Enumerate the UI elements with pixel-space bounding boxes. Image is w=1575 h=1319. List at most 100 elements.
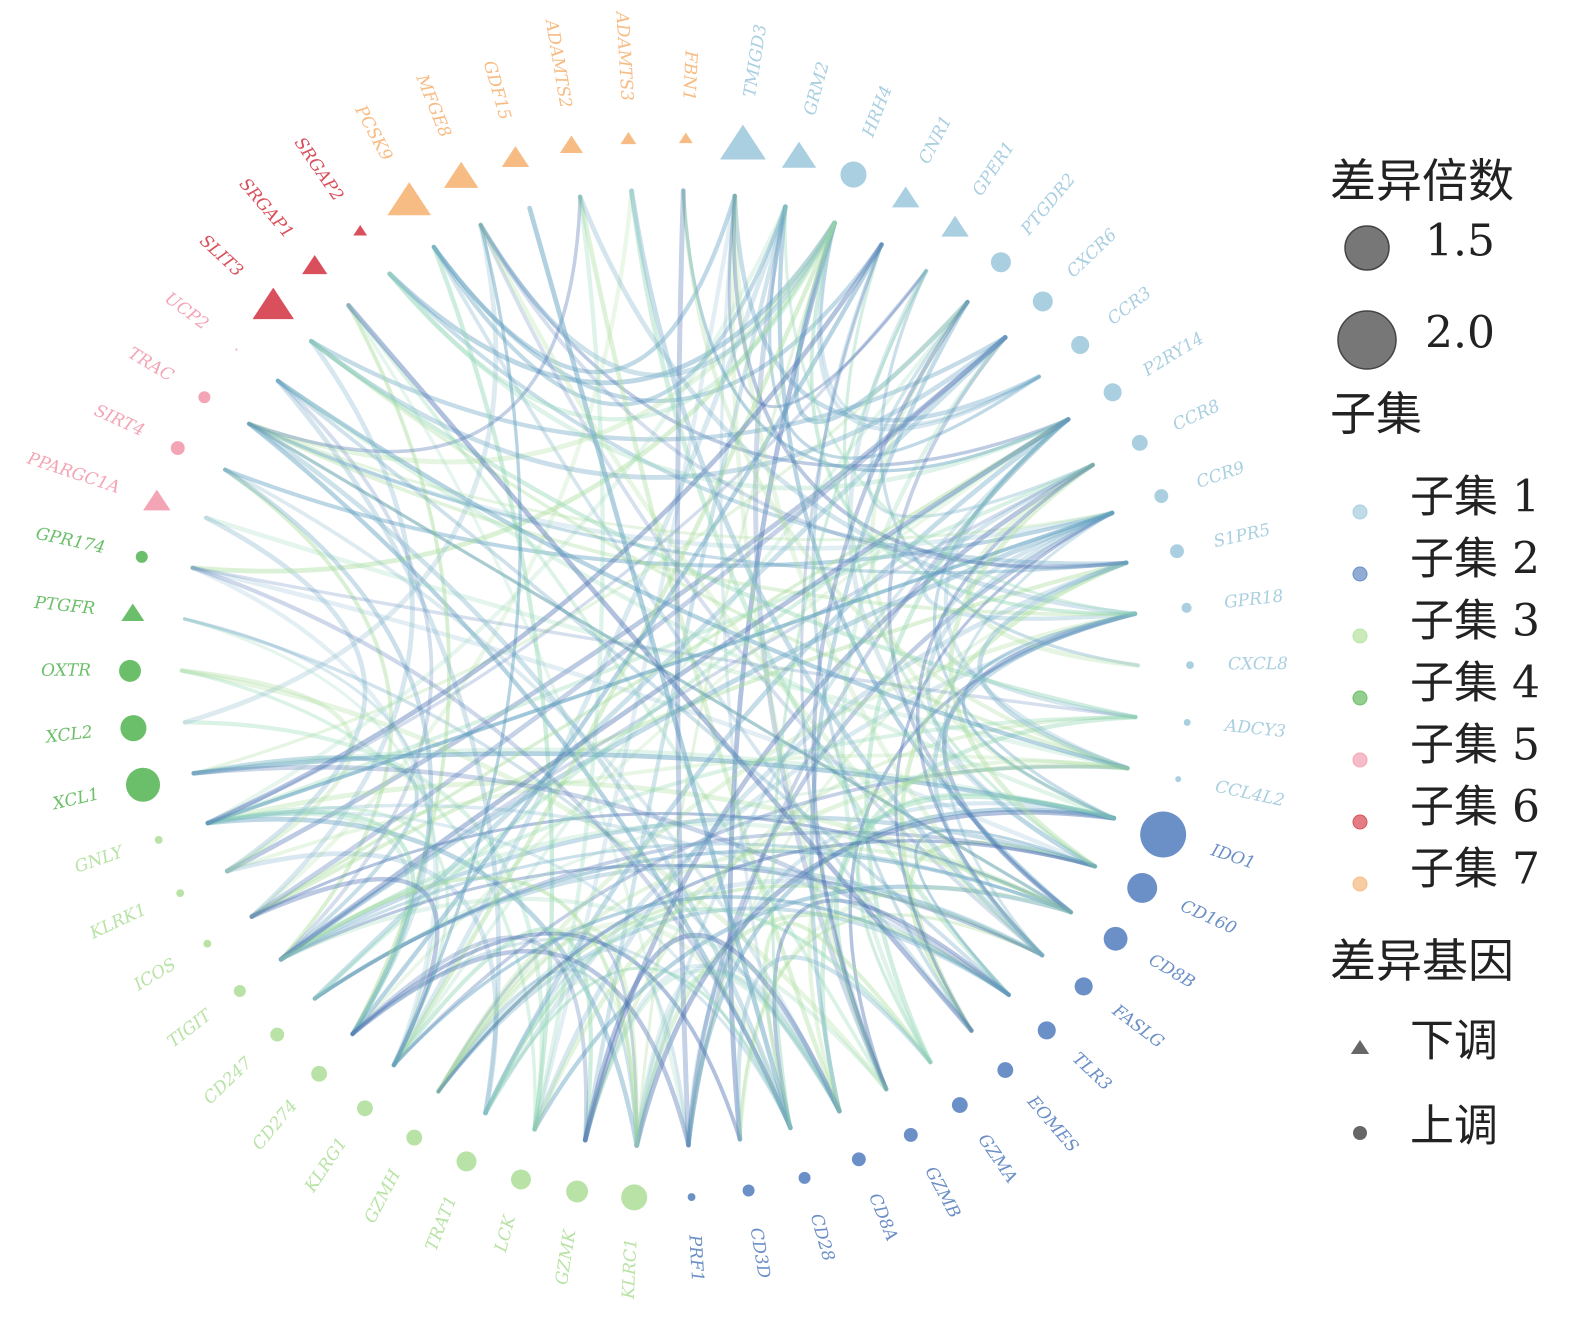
- node-circle: [270, 1027, 285, 1042]
- edge: [894, 511, 1114, 1033]
- edge: [738, 913, 1044, 1141]
- node-label: P2RY14: [1139, 329, 1208, 382]
- node-label: LCK: [491, 1212, 521, 1255]
- edge: [436, 845, 1073, 1094]
- node-label: CD247: [200, 1053, 257, 1108]
- edge: [191, 751, 1117, 821]
- node-circle: [154, 836, 163, 844]
- node-circle: [1071, 335, 1090, 355]
- edge: [206, 269, 928, 825]
- node-label: ICOS: [130, 954, 180, 995]
- node-circle: [1103, 383, 1122, 402]
- edge: [278, 416, 1071, 962]
- edge: [436, 884, 1044, 1094]
- edge: [276, 378, 434, 962]
- node-triangle: [443, 161, 479, 188]
- edge: [279, 715, 1138, 962]
- edge: [962, 612, 1137, 820]
- edge: [817, 220, 1042, 432]
- edge: [247, 422, 1114, 542]
- node-label: GZMH: [361, 1165, 406, 1226]
- node-circle: [1103, 926, 1128, 951]
- edge: [436, 906, 1011, 1094]
- node-triangle: [501, 146, 530, 168]
- node-label: GNLY: [72, 842, 127, 878]
- node-label: CD3D: [746, 1226, 774, 1280]
- node-circle: [1181, 602, 1192, 613]
- edge: [436, 931, 639, 1148]
- edge: [309, 338, 1138, 720]
- legend-label: 子集 3: [1410, 596, 1540, 647]
- edge: [387, 271, 1071, 491]
- edge: [206, 803, 1011, 997]
- edge: [350, 242, 884, 1037]
- edge: [278, 510, 1115, 962]
- edge: [478, 220, 837, 378]
- edge: [275, 378, 501, 1116]
- edge: [224, 334, 1008, 874]
- node-circle: [198, 391, 211, 404]
- edge: [391, 926, 593, 1143]
- edge: [770, 269, 928, 1130]
- edge: [840, 335, 1008, 1065]
- node-label: CCR8: [1170, 396, 1224, 435]
- edge: [811, 299, 970, 1092]
- edge: [249, 560, 1129, 919]
- edge: [391, 220, 837, 1068]
- node-circle: [125, 767, 161, 802]
- node-triangle: [678, 132, 693, 144]
- edge: [936, 510, 1138, 720]
- edge: [527, 205, 793, 1131]
- node-circle: [903, 1127, 918, 1142]
- edge: [634, 961, 842, 1148]
- edge: [246, 220, 837, 465]
- edge: [809, 299, 970, 1114]
- edge: [478, 223, 1044, 958]
- edge: [180, 668, 537, 1131]
- node-label: PPARGC1A: [24, 448, 122, 497]
- edge: [279, 463, 1095, 962]
- edge: [907, 840, 1098, 1033]
- node-circle: [997, 1062, 1014, 1079]
- node-label: CCR9: [1194, 458, 1248, 493]
- edge: [249, 188, 634, 919]
- node-label: CCL4L2: [1213, 777, 1286, 811]
- legend-title: 子集: [1330, 387, 1422, 441]
- edge: [681, 188, 1070, 473]
- edge: [206, 811, 792, 1130]
- edge: [246, 421, 793, 1131]
- node-triangle: [121, 603, 145, 622]
- node-circle: [742, 1184, 755, 1197]
- node-circle: [1131, 434, 1148, 451]
- edge: [686, 510, 1115, 1148]
- node-circle: [120, 715, 147, 742]
- edge: [577, 194, 1138, 617]
- edge: [887, 335, 1073, 915]
- edge: [532, 560, 1129, 1132]
- edge: [820, 714, 1138, 1114]
- edge: [249, 338, 415, 919]
- edge: [249, 334, 1008, 920]
- node-label: KLRG1: [300, 1134, 351, 1197]
- edge: [436, 968, 639, 1148]
- node-label: PRF1: [684, 1233, 707, 1282]
- edge: [727, 220, 837, 1142]
- legend-label: 子集 2: [1410, 534, 1540, 585]
- edge: [203, 515, 368, 874]
- edge: [966, 462, 1141, 668]
- edge: [914, 828, 1097, 997]
- edge: [182, 720, 545, 1132]
- edge: [278, 814, 1098, 962]
- legend-shape: [1350, 1040, 1370, 1054]
- edge: [431, 242, 884, 404]
- node-label: ADAMTS3: [611, 9, 636, 101]
- edge: [387, 220, 837, 386]
- legend-swatch: [1352, 814, 1368, 830]
- edge: [532, 193, 737, 1132]
- edge: [848, 612, 1137, 1091]
- node-triangle: [143, 489, 171, 511]
- edge: [179, 668, 354, 874]
- edge: [206, 805, 450, 1067]
- edge: [768, 205, 1041, 460]
